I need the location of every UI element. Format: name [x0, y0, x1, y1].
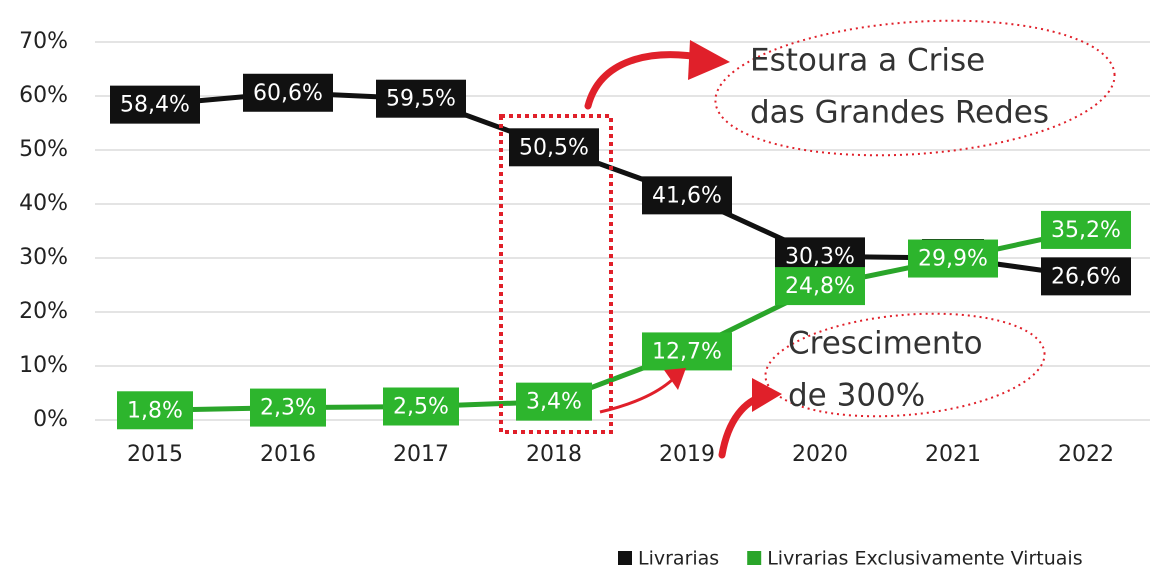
y-tick-label: 20%: [19, 299, 68, 324]
label-box: [250, 388, 326, 427]
annotation: das Grandes Redes: [750, 95, 1049, 131]
label-box: [117, 391, 193, 430]
data-label: 50,5%: [519, 135, 589, 160]
y-tick-label: 40%: [19, 191, 68, 216]
data-label: 35,2%: [1051, 218, 1121, 243]
label-box: [642, 176, 732, 215]
annotation-ellipse: [764, 312, 1046, 418]
x-tick-label: 2016: [260, 442, 316, 467]
x-tick-label: 2019: [659, 442, 715, 467]
data-label: 1,8%: [127, 398, 183, 423]
arrow: [599, 378, 673, 414]
y-tick-label: 30%: [19, 245, 68, 270]
data-label: 60,6%: [253, 81, 323, 106]
x-tick-label: 2015: [127, 442, 183, 467]
y-tick-label: 0%: [33, 407, 68, 432]
label-box: [516, 382, 592, 421]
x-tick-label: 2020: [792, 442, 848, 467]
arrow-head: [664, 368, 686, 390]
y-tick-label: 10%: [19, 353, 68, 378]
legend-swatch: [618, 551, 632, 565]
y-tick-label: 60%: [19, 83, 68, 108]
x-tick-label: 2021: [925, 442, 981, 467]
decorations: [499, 19, 1116, 459]
x-tick-label: 2018: [526, 442, 582, 467]
arrow-head: [752, 378, 782, 412]
highlight-box: [499, 114, 613, 434]
legend-label: Livrarias: [638, 548, 719, 569]
data-label: 29,9%: [918, 247, 988, 272]
data-label: 2,5%: [393, 395, 449, 420]
label-box: [775, 267, 865, 306]
label-box: [110, 85, 200, 124]
annotation: Crescimento: [788, 326, 983, 362]
label-box: [1041, 257, 1131, 296]
arrow-head: [688, 40, 730, 80]
label-box: [509, 128, 599, 167]
data-label: 58,4%: [120, 93, 190, 118]
legend-swatch: [747, 551, 762, 565]
label-box: [1041, 210, 1131, 249]
data-label: 3,4%: [526, 390, 582, 415]
data-label: 30,3%: [785, 244, 855, 269]
data-label: 59,5%: [386, 87, 456, 112]
data-label: 2,3%: [260, 396, 316, 421]
y-tick-label: 50%: [19, 137, 68, 162]
label-box: [642, 332, 732, 371]
label-box: [376, 79, 466, 118]
label-box: [383, 387, 459, 426]
data-label: 41,6%: [652, 183, 722, 208]
data-label: 26,6%: [1051, 264, 1121, 289]
label-box: [243, 73, 333, 112]
data-label: 12,7%: [652, 339, 722, 364]
legend-label: Livrarias Exclusivamente Virtuais: [767, 548, 1082, 569]
annotation: Estoura a Crise: [750, 43, 985, 79]
x-tick-label: 2022: [1058, 442, 1114, 467]
x-tick-label: 2017: [393, 442, 449, 467]
y-tick-label: 70%: [19, 29, 68, 54]
annotation-ellipse: [714, 19, 1116, 157]
arrow: [584, 51, 709, 110]
data-label: 24,8%: [785, 274, 855, 299]
label-box: [908, 239, 998, 278]
annotation: de 300%: [788, 378, 925, 414]
